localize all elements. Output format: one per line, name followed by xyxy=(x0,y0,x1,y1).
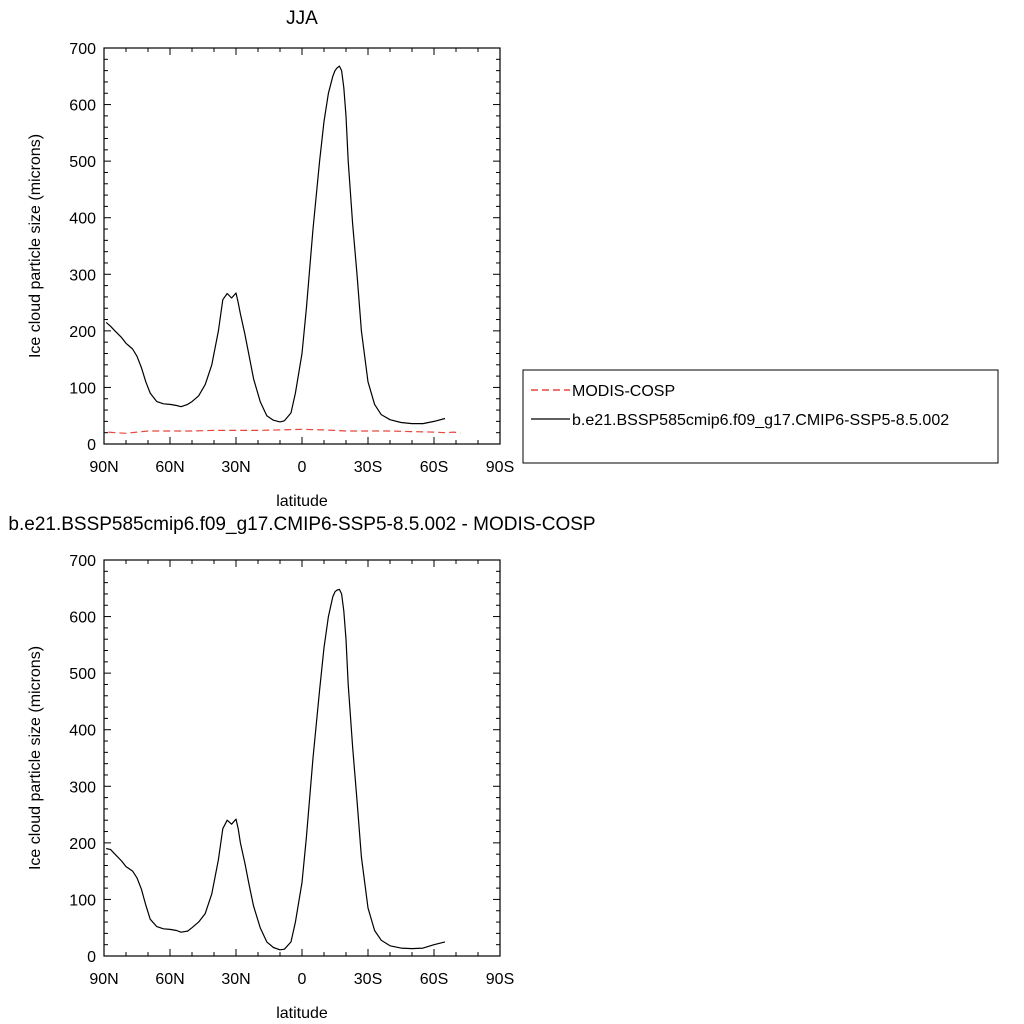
series-line xyxy=(105,65,446,425)
x-axis-ticks: 90N 60N 30N 0 30S 60S 90S xyxy=(89,48,514,476)
y-tick-label: 200 xyxy=(69,836,96,853)
series-line xyxy=(106,588,446,951)
x-tick-label: 90S xyxy=(486,971,514,988)
x-tick-label: 90N xyxy=(89,971,118,988)
legend-label-model: b.e21.BSSP585cmip6.f09_g17.CMIP6-SSP5-8.… xyxy=(572,412,949,429)
x-tick-label: 60N xyxy=(155,459,184,476)
x-tick-label: 90S xyxy=(486,459,514,476)
y-axis-ticks: 0 100 200 300 400 500 600 700 xyxy=(69,41,500,454)
y-tick-label: 600 xyxy=(69,610,96,627)
y-tick-label: 0 xyxy=(87,437,96,454)
chart-panel-difference: b.e21.BSSP585cmip6.f09_g17.CMIP6-SSP5-8.… xyxy=(8,514,595,1022)
y-tick-label: 400 xyxy=(69,211,96,228)
legend-label-modis-cosp: MODIS-COSP xyxy=(572,383,675,400)
x-tick-label: 90N xyxy=(89,459,118,476)
y-tick-label: 600 xyxy=(69,98,96,115)
y-tick-label: 400 xyxy=(69,723,96,740)
x-tick-label: 30N xyxy=(221,459,250,476)
y-tick-label: 200 xyxy=(69,324,96,341)
y-tick-label: 100 xyxy=(69,892,96,909)
series-line xyxy=(108,428,461,434)
y-tick-label: 100 xyxy=(69,380,96,397)
y-tick-label: 500 xyxy=(69,666,96,683)
y-tick-label: 700 xyxy=(69,41,96,58)
plot-frame xyxy=(103,559,501,957)
x-tick-label: 0 xyxy=(298,971,307,988)
y-tick-label: 300 xyxy=(69,779,96,796)
x-axis-label: latitude xyxy=(276,493,328,510)
x-tick-label: 30S xyxy=(354,459,382,476)
chart-title: b.e21.BSSP585cmip6.f09_g17.CMIP6-SSP5-8.… xyxy=(8,514,595,535)
plot-series-group xyxy=(105,65,461,434)
y-tick-label: 300 xyxy=(69,267,96,284)
y-axis-ticks: 0 100 200 300 400 500 600 700 xyxy=(69,553,500,966)
legend: MODIS-COSP b.e21.BSSP585cmip6.f09_g17.CM… xyxy=(522,369,999,464)
chart-title: JJA xyxy=(286,8,318,29)
legend-box xyxy=(522,369,999,464)
y-axis-label: Ice cloud particle size (microns) xyxy=(27,646,44,870)
y-tick-label: 700 xyxy=(69,553,96,570)
y-tick-label: 0 xyxy=(87,949,96,966)
x-tick-label: 60S xyxy=(420,459,448,476)
chart-panel-jja: JJA 0 100 200 300 400 500 600 700 90N 60N 30N 0 30S… xyxy=(27,8,514,510)
x-tick-label: 60N xyxy=(155,971,184,988)
x-tick-label: 0 xyxy=(298,459,307,476)
x-axis-label: latitude xyxy=(276,1005,328,1022)
plot-frame xyxy=(103,47,501,445)
y-tick-label: 500 xyxy=(69,154,96,171)
x-axis-ticks: 90N 60N 30N 0 30S 60S 90S xyxy=(89,560,514,988)
y-axis-label: Ice cloud particle size (microns) xyxy=(27,134,44,358)
x-tick-label: 30S xyxy=(354,971,382,988)
x-tick-label: 60S xyxy=(420,971,448,988)
plot-series-group xyxy=(106,588,446,951)
x-tick-label: 30N xyxy=(221,971,250,988)
